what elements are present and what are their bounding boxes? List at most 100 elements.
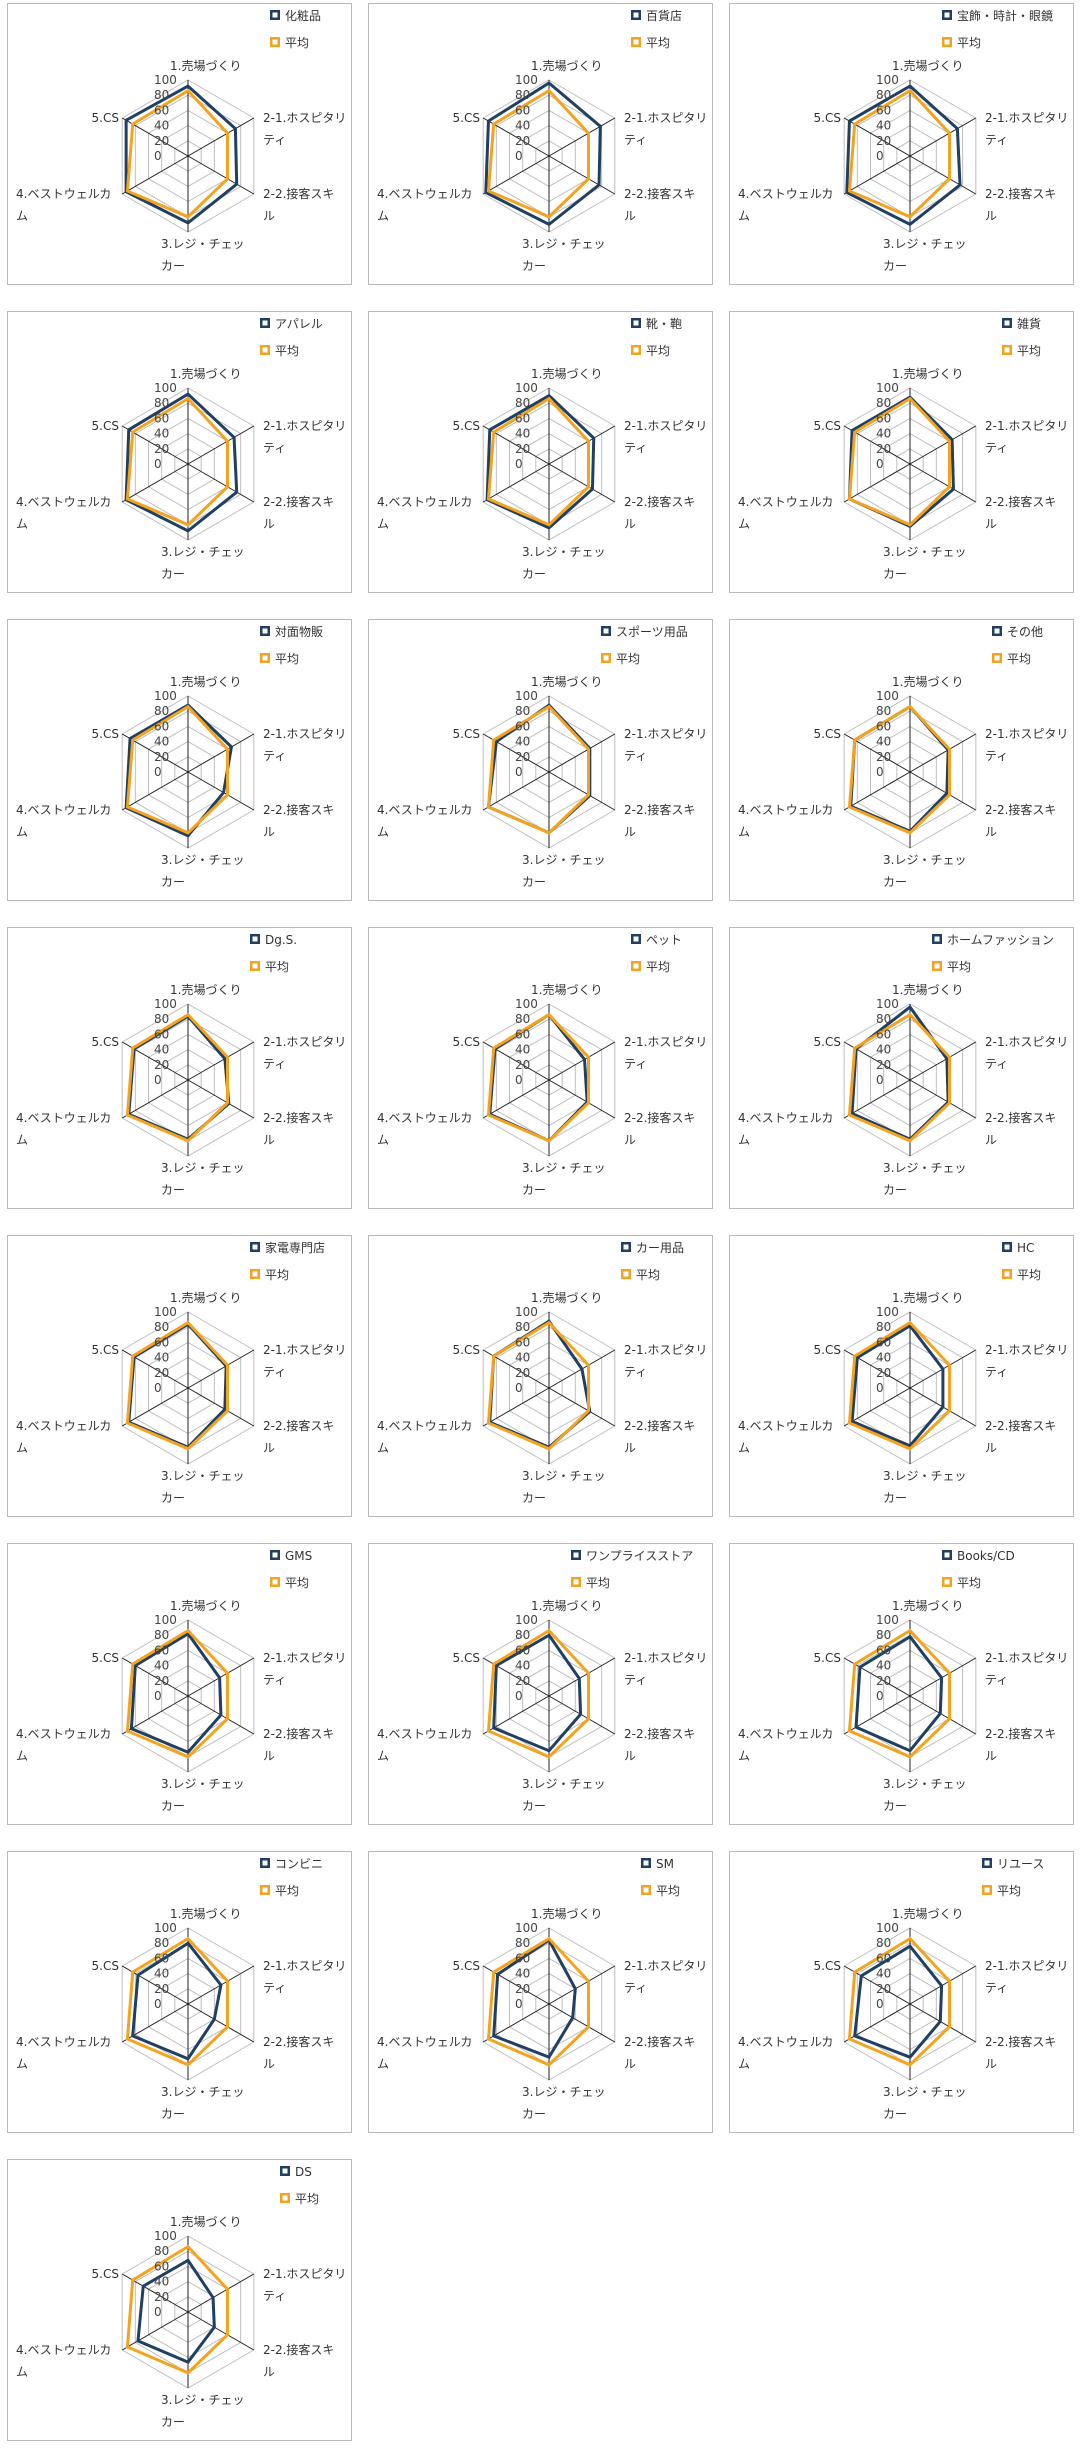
axis-label: ティ (263, 1981, 286, 1995)
radar-chart-card: 0 20 40 60 80 100 1.売場づくり 2-1.ホスピタリ ティ 2-2.接客スキル 3… (729, 1851, 1074, 2133)
tick-label: 80 (154, 2244, 169, 2258)
axis-label: 2-2.接客スキ (624, 1110, 695, 1125)
tick-label: 40 (876, 1043, 891, 1057)
axis-spoke (548, 733, 616, 773)
axis-label: ム (16, 2057, 28, 2071)
tick-label: 40 (154, 1967, 169, 1981)
legend-average: 平均 (636, 1268, 660, 1282)
legend-average-icon (984, 1887, 990, 1893)
legend-marker-icon (643, 1860, 649, 1866)
axis-label: 1.売場づくり (170, 982, 241, 997)
tick-label: 0 (154, 765, 162, 779)
axis-label: 1.売場づくり (892, 1906, 963, 1921)
axis-spoke (909, 155, 977, 195)
axis-spoke (909, 1695, 977, 1735)
tick-label: 60 (154, 103, 169, 117)
tick-label: 60 (154, 1027, 169, 1041)
legend-category: 靴・鞄 (646, 317, 682, 331)
legend-average-icon (252, 963, 258, 969)
tick-label: 0 (515, 1997, 523, 2011)
axis-label: 4.ベストウェルカ (16, 2035, 111, 2049)
axis-spoke (909, 425, 977, 465)
axis-label: 1.売場づくり (170, 2214, 241, 2229)
axis-spoke (548, 155, 616, 195)
axis-label: ム (16, 1749, 28, 1763)
axis-label: ティ (624, 1673, 647, 1687)
axis-label: 4.ベストウェルカ (16, 1111, 111, 1125)
tick-label: 20 (876, 1982, 891, 1996)
legend-average: 平均 (957, 36, 981, 50)
axis-label: 4.ベストウェルカ (738, 2035, 833, 2049)
axis-label: 5.CS (92, 419, 119, 433)
axis-label: ム (16, 825, 28, 839)
legend-marker-icon (282, 2168, 288, 2174)
axis-label: ル (985, 1749, 997, 1763)
radar-chart-card: 0 20 40 60 80 100 1.売場づくり 2-1.ホスピタリ ティ 2-2.接客スキル 3… (368, 1543, 713, 1825)
series-average-line (847, 1320, 951, 1451)
tick-label: 20 (154, 750, 169, 764)
axis-label: 2-1.ホスピタリ (263, 1651, 346, 1665)
tick-label: 60 (876, 411, 891, 425)
axis-spoke (909, 771, 977, 811)
series-average-line (847, 1936, 951, 2067)
axis-label: ム (16, 2365, 28, 2379)
tick-label: 20 (876, 1366, 891, 1380)
axis-label: 1.売場づくり (892, 366, 963, 381)
radar-chart-card: 0 20 40 60 80 100 1.売場づくり 2-1.ホスピタリ ティ 2-2.接客スキル 3… (729, 1543, 1074, 1825)
axis-label: 2-2.接客スキ (985, 1418, 1056, 1433)
axis-spoke (548, 771, 616, 811)
legend-marker-icon (994, 628, 1000, 634)
axis-label: ティ (985, 1365, 1008, 1379)
tick-label: 40 (515, 735, 530, 749)
series-average-line (847, 396, 951, 527)
axis-label: 2-1.ホスピタリ (624, 1959, 707, 1973)
legend-average: 平均 (295, 2192, 319, 2206)
series-average-line (125, 88, 229, 219)
legend-average: 平均 (285, 1576, 309, 1590)
axis-label: 2-2.接客スキ (263, 2034, 334, 2049)
tick-label: 0 (515, 1381, 523, 1395)
axis-label: 2-2.接客スキ (985, 186, 1056, 201)
legend-average-icon (1004, 1271, 1010, 1277)
axis-label: ム (377, 517, 389, 531)
tick-label: 40 (154, 1351, 169, 1365)
tick-label: 80 (876, 88, 891, 102)
series-average-line (486, 704, 590, 835)
axis-spoke (909, 463, 977, 503)
legend-average-icon (282, 2195, 288, 2201)
axis-label: 2-2.接客スキ (624, 802, 695, 817)
legend-average-icon (272, 39, 278, 45)
radar-chart-card: 0 20 40 60 80 100 1.売場づくり 2-1.ホスピタリ ティ 2-2.接客スキル 3… (7, 1851, 352, 2133)
series-average-line (125, 396, 229, 527)
tick-label: 20 (154, 1674, 169, 1688)
legend-average-icon (633, 963, 639, 969)
axis-label: 2-1.ホスピタリ (263, 1343, 346, 1357)
tick-label: 80 (876, 1320, 891, 1334)
axis-label: 2-2.接客スキ (985, 802, 1056, 817)
tick-label: 80 (154, 1936, 169, 1950)
legend-average: 平均 (656, 1884, 680, 1898)
axis-label: ム (738, 1133, 750, 1147)
tick-label: 40 (876, 1967, 891, 1981)
axis-label: 1.売場づくり (170, 1598, 241, 1613)
legend-average-icon (944, 39, 950, 45)
legend-category: Dg.S. (265, 933, 297, 947)
axis-label: ム (16, 517, 28, 531)
axis-label: 2-1.ホスピタリ (624, 1035, 707, 1049)
axis-spoke (121, 771, 189, 811)
axis-label: カー (522, 567, 546, 581)
axis-label: 2-1.ホスピタリ (624, 1343, 707, 1357)
tick-label: 20 (154, 442, 169, 456)
axis-label: 2-1.ホスピタリ (985, 1343, 1068, 1357)
legend-category: 宝飾・時計・眼鏡 (957, 8, 1053, 23)
axis-label: ル (624, 209, 636, 223)
axis-label: カー (883, 1799, 907, 1813)
tick-label: 40 (515, 1351, 530, 1365)
axis-label: 5.CS (453, 1651, 480, 1665)
legend-marker-icon (633, 936, 639, 942)
tick-label: 40 (876, 1659, 891, 1673)
